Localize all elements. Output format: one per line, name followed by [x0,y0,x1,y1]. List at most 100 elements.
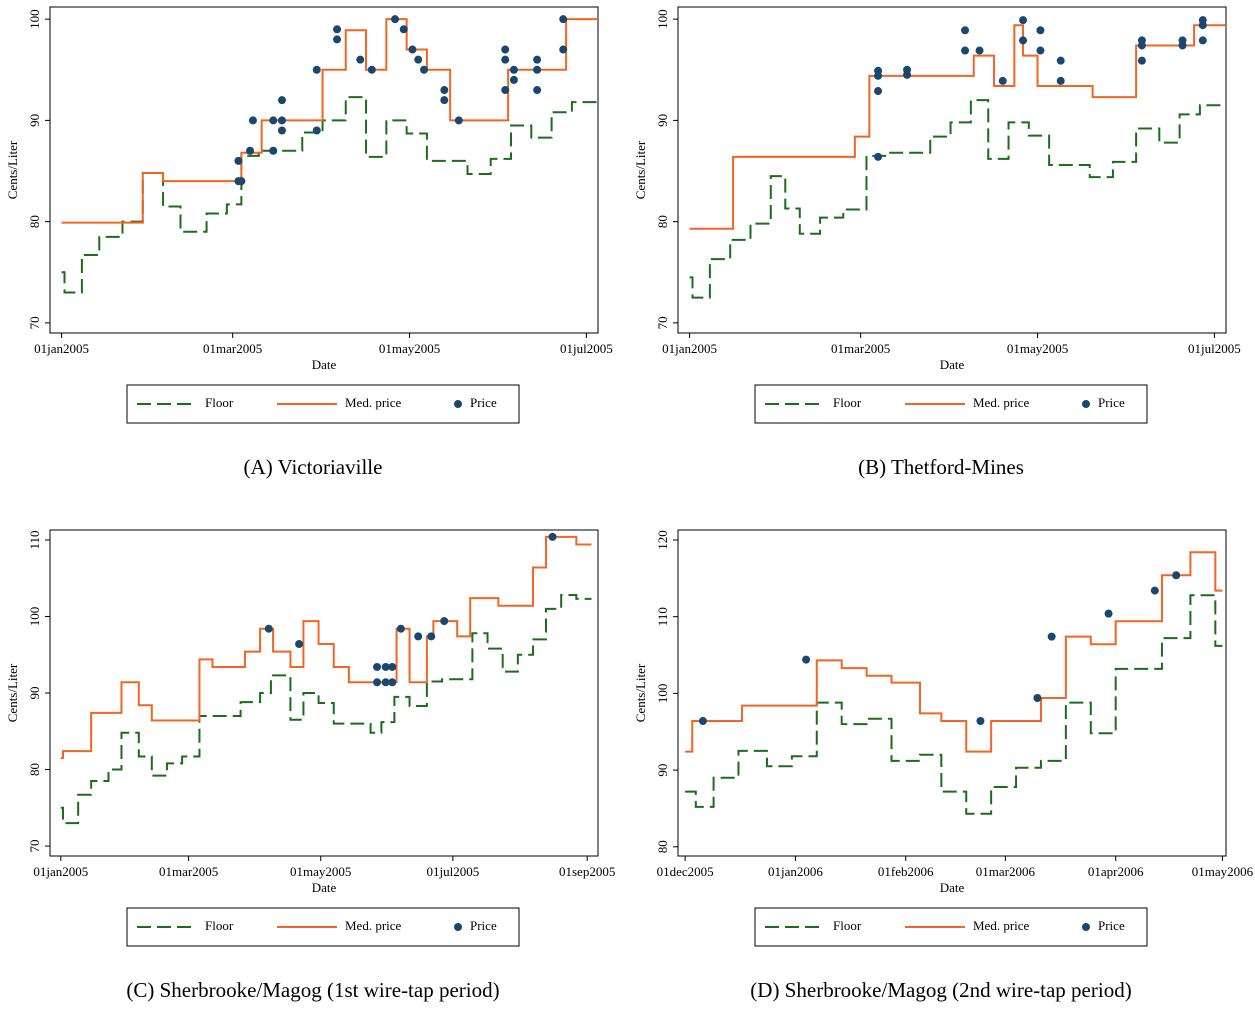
panel: 70 80 90 100 110 01jan2005 01mar2005 01may2005 0… [5,529,615,1002]
price-dot [533,65,542,74]
y-tick-label: 100 [655,9,670,29]
x-tick-label: 01feb2006 [878,864,934,879]
price-dot [269,146,278,155]
legend-label: Med. price [973,918,1030,933]
plot-frame [677,529,1227,857]
price-dot [373,662,382,671]
price-dot [388,678,397,687]
price-dot [501,55,510,64]
price-dot [277,126,286,135]
x-tick-label: 01mar2005 [831,341,890,356]
legend-label: Price [470,918,497,933]
plot-frame [677,6,1227,334]
price-dot [1047,632,1056,641]
y-tick-label: 70 [27,840,42,853]
price-dot [874,87,883,96]
y-tick-label: 80 [655,840,670,853]
y-tick-label: 70 [655,316,670,329]
price-dot [903,70,912,79]
y-tick-label: 100 [655,684,670,704]
y-axis-label: Cents/Liter [5,140,20,199]
panel: 70 80 90 100 01jan2005 01mar2005 01may2005 01ju… [633,6,1241,479]
legend-label: Med. price [345,918,402,933]
x-tick-label: 01may2005 [290,864,351,879]
price-dot [1104,609,1113,618]
price-dot [976,716,985,725]
price-dot [509,65,518,74]
legend-dot [454,400,462,408]
price-dot [1019,16,1028,25]
x-tick-label: 01may2006 [1192,864,1254,879]
price-dot [1150,586,1159,595]
price-dot [1036,26,1045,35]
price-dot [277,96,286,105]
legend-label: Price [470,395,497,410]
price-dot [533,55,542,64]
price-dot [1137,41,1146,50]
y-tick-label: 120 [655,530,670,550]
x-tick-label: 01jan2005 [34,341,89,356]
plot-frame [49,529,599,857]
price-dot [248,116,257,125]
price-dot [1137,56,1146,65]
x-tick-label: 01jul2005 [427,864,480,879]
price-dot [312,65,321,74]
x-tick-label: 01jul2005 [560,341,613,356]
legend-label: Floor [205,918,234,933]
y-tick-label: 80 [27,763,42,776]
price-dot [414,55,423,64]
price-dot [373,678,382,687]
price-dot [367,65,376,74]
x-tick-label: 01mar2005 [159,864,218,879]
step-line [61,96,598,294]
price-dot [501,45,510,54]
plot-frame [49,6,599,334]
price-dot [1198,36,1207,45]
price-dot [975,46,984,55]
x-tick-label: 01may2005 [379,341,440,356]
step-line [61,18,598,224]
x-tick-label: 01may2005 [1007,341,1068,356]
step-line [685,594,1223,815]
y-axis-label: Cents/Liter [633,663,648,722]
price-dot [874,152,883,161]
step-line [685,551,1223,753]
price-dot [396,624,405,633]
price-dot [874,71,883,80]
price-dot [1178,41,1187,50]
price-dot [333,25,342,34]
legend-label: Price [1098,395,1125,410]
price-dot [1033,693,1042,702]
price-dot [1172,571,1181,580]
x-axis-label: Date [940,880,965,895]
y-tick-label: 110 [655,607,670,626]
caption: (D) Sherbrooke/Magog (2nd wire-tap perio… [750,978,1131,1002]
price-dot [356,55,365,64]
price-dot [420,65,429,74]
legend-dot [1082,923,1090,931]
legend-label: Med. price [973,395,1030,410]
price-dot [427,632,436,641]
x-tick-label: 01mar2005 [203,341,262,356]
x-tick-label: 01jul2005 [1188,341,1241,356]
legend-label: Price [1098,918,1125,933]
legend-label: Floor [205,395,234,410]
legend-label: Med. price [345,395,402,410]
y-tick-label: 90 [27,114,42,127]
price-dot [698,716,707,725]
price-dot [501,86,510,95]
x-tick-label: 01jan2005 [662,341,717,356]
y-tick-label: 110 [27,530,42,549]
price-dot [333,35,342,44]
caption: (C) Sherbrooke/Magog (1st wire-tap perio… [126,978,499,1002]
x-axis-label: Date [312,880,337,895]
price-dot [559,45,568,54]
price-dot [440,96,449,105]
y-tick-label: 90 [655,114,670,127]
price-dot [269,116,278,125]
x-tick-label: 01mar2006 [976,864,1036,879]
price-dot [295,640,304,649]
price-dot [440,86,449,95]
y-axis-label: Cents/Liter [5,663,20,722]
